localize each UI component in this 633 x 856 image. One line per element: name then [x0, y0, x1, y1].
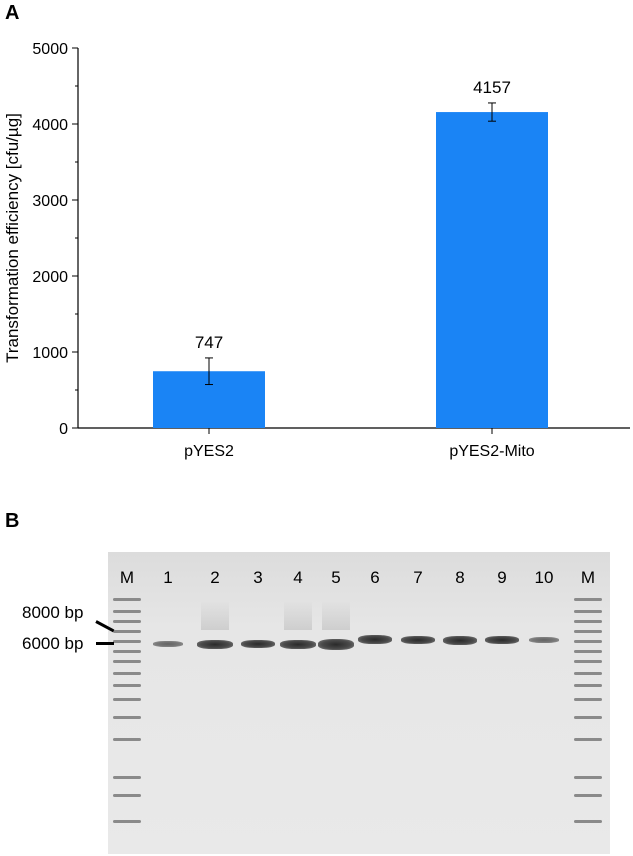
y-tick-label: 3000: [32, 193, 68, 210]
y-tick-label: 1000: [32, 345, 68, 362]
ladder-band: [113, 620, 141, 623]
lane-label: 10: [534, 568, 554, 587]
y-axis-label: Transformation efficiency [cfu/µg]: [3, 113, 22, 363]
lane-label: M: [580, 568, 596, 587]
lane-label: 2: [210, 568, 220, 587]
lane-label: 7: [413, 568, 423, 587]
ladder-band: [574, 820, 602, 823]
ladder-band: [113, 630, 141, 633]
ladder-band: [574, 738, 602, 741]
y-axis: 0 1000 2000 3000 4000 5000 pYES2 pYES2-Mito: [32, 41, 630, 460]
lane-smear: [322, 600, 350, 630]
panel-a-label: A: [5, 2, 20, 24]
ladder-band: [574, 598, 602, 601]
data-label: 4157: [473, 78, 511, 97]
data-labels: 747 4157: [195, 78, 511, 352]
ladder-band: [574, 684, 602, 687]
data-label: 747: [195, 333, 223, 352]
bar-chart: 0 1000 2000 3000 4000 5000 pYES2 pYES2-Mito 747…: [3, 41, 630, 460]
ladder-lane: [113, 598, 141, 838]
gel-band: [443, 635, 477, 645]
gel-band: [529, 637, 559, 643]
bar: [436, 112, 548, 429]
gel-band: [153, 641, 183, 647]
ladder-band: [574, 672, 602, 675]
ladder-band: [113, 610, 141, 613]
bars: [153, 102, 548, 429]
ladder-band: [574, 794, 602, 797]
ladder-band: [113, 650, 141, 653]
gel-band: [401, 636, 435, 644]
ladder-band: [574, 640, 602, 643]
ladder-band: [574, 660, 602, 663]
ladder-lane: [574, 598, 602, 838]
lane-label: 4: [293, 568, 303, 587]
lane-label: 9: [497, 568, 507, 587]
gel-band: [485, 636, 519, 644]
ladder-band: [113, 598, 141, 601]
panel-b-label: B: [5, 510, 20, 532]
ladder-band: [113, 640, 141, 643]
size-marker-6000-line: [96, 642, 114, 645]
ladder-band: [113, 716, 141, 719]
lane-label: 5: [331, 568, 341, 587]
ladder-band: [113, 776, 141, 779]
y-tick-label: 5000: [32, 41, 68, 58]
ladder-band: [574, 716, 602, 719]
lane-label: 1: [163, 568, 173, 587]
ladder-band: [574, 610, 602, 613]
size-marker-6000: 6000 bp: [22, 634, 84, 653]
gel-image: [108, 552, 610, 854]
ladder-band: [574, 698, 602, 701]
y-tick-label: 2000: [32, 269, 68, 286]
gel-band: [358, 634, 392, 644]
ladder-band: [113, 738, 141, 741]
gel-band: [318, 638, 354, 650]
ladder-band: [113, 698, 141, 701]
ladder-band: [574, 776, 602, 779]
lane-label: 8: [455, 568, 465, 587]
lane-smear: [284, 600, 312, 630]
ladder-band: [113, 820, 141, 823]
ladder-band: [574, 650, 602, 653]
x-tick-label: pYES2: [184, 443, 234, 460]
ladder-band: [113, 672, 141, 675]
ladder-band: [113, 794, 141, 797]
lane-label: 3: [253, 568, 263, 587]
x-tick-label: pYES2-Mito: [449, 443, 534, 460]
ladder-band: [574, 620, 602, 623]
y-tick-label: 4000: [32, 117, 68, 134]
lane-smear: [201, 600, 229, 630]
ladder-band: [113, 660, 141, 663]
ladder-band: [574, 630, 602, 633]
size-marker-8000: 8000 bp: [22, 603, 84, 622]
lane-label: 6: [370, 568, 380, 587]
y-tick-label: 0: [59, 421, 68, 438]
gel-band: [241, 640, 275, 648]
gel-band: [197, 639, 233, 649]
lane-label: M: [119, 568, 135, 587]
gel-band: [280, 639, 316, 649]
ladder-band: [113, 684, 141, 687]
